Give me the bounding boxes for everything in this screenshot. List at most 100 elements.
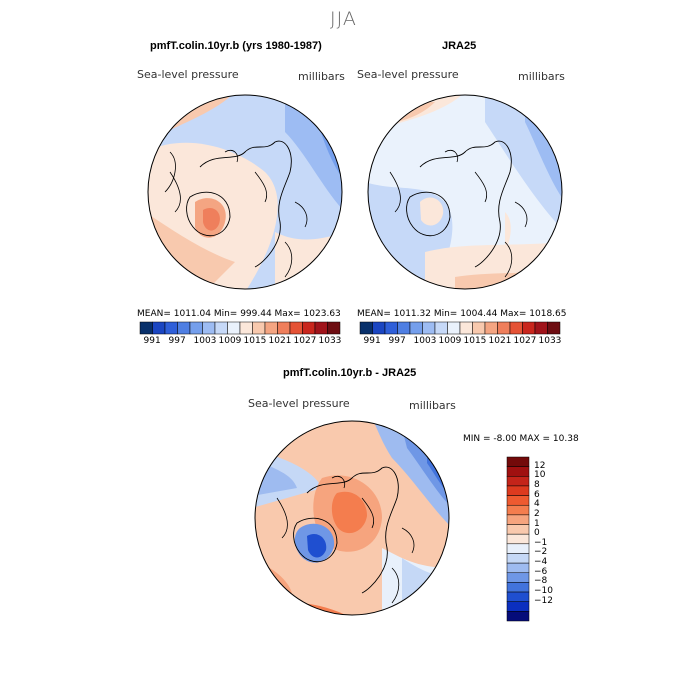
- colorbar-tick-label: 1033: [538, 336, 562, 346]
- colorbar-swatch: [302, 321, 316, 335]
- colorbar-swatch: [506, 553, 530, 564]
- panel-3-variable-label: Sea-level pressure: [248, 397, 350, 410]
- colorbar-tick-label: −4: [534, 557, 548, 568]
- colorbar-tick-label: 1003: [413, 336, 437, 346]
- colorbar-swatch: [484, 321, 498, 335]
- colorbar-swatch: [177, 321, 191, 335]
- colorbar-swatch: [506, 495, 530, 506]
- colorbar-tick-label: −12: [534, 595, 553, 606]
- colorbar-swatch: [139, 321, 153, 335]
- panel-1-polar-map: [147, 94, 343, 290]
- colorbar-swatch: [506, 456, 530, 467]
- colorbar-swatch: [384, 321, 398, 335]
- panel-2-colorbar-ticks: 991 997 1003 1009 1015 1021 1027 1033: [360, 336, 562, 348]
- colorbar-swatch: [252, 321, 266, 335]
- colorbar-swatch: [506, 466, 530, 477]
- colorbar-swatch: [547, 321, 561, 335]
- colorbar-tick-label: −6: [534, 566, 548, 577]
- colorbar-swatch: [506, 601, 530, 612]
- colorbar-swatch: [506, 485, 530, 496]
- colorbar-tick-label: 2: [534, 508, 540, 519]
- colorbar-tick-label: 10: [534, 470, 546, 481]
- panel-1-colorbar: [139, 321, 341, 335]
- colorbar-tick-label: −1: [534, 537, 548, 548]
- colorbar-swatch: [359, 321, 373, 335]
- colorbar-swatch: [372, 321, 386, 335]
- panel-2-title: JRA25: [442, 40, 477, 52]
- colorbar-swatch: [409, 321, 423, 335]
- colorbar-tick-label: 997: [388, 336, 406, 346]
- panel-1-stats: MEAN= 1011.04 Min= 999.44 Max= 1023.63: [137, 309, 341, 319]
- panel-1-title: pmfT.colin.10yr.b (yrs 1980-1987): [150, 40, 322, 52]
- colorbar-tick-label: 6: [534, 489, 540, 500]
- panel-2-colorbar: [359, 321, 561, 335]
- colorbar-swatch: [397, 321, 411, 335]
- colorbar-tick-label: 1003: [193, 336, 217, 346]
- colorbar-tick-label: 8: [534, 479, 540, 490]
- colorbar-swatch: [506, 562, 530, 574]
- colorbar-swatch: [506, 476, 530, 487]
- panel-3-colorbar: [506, 456, 530, 622]
- colorbar-swatch: [506, 514, 530, 525]
- colorbar-swatch: [239, 321, 253, 335]
- colorbar-tick-label: 1009: [438, 336, 462, 346]
- colorbar-swatch: [459, 321, 473, 335]
- panel-1-colorbar-ticks: 991 997 1003 1009 1015 1021 1027 1033: [140, 336, 342, 348]
- colorbar-swatch: [506, 591, 530, 602]
- colorbar-swatch: [152, 321, 166, 335]
- colorbar-swatch: [214, 321, 228, 335]
- colorbar-swatch: [227, 321, 241, 335]
- colorbar-tick-label: 1015: [243, 336, 267, 346]
- panel-2-polar-map: [367, 94, 563, 290]
- colorbar-tick-label: 991: [363, 336, 381, 346]
- panel-1-variable-label: Sea-level pressure: [137, 68, 239, 81]
- colorbar-tick-label: −10: [534, 586, 553, 597]
- colorbar-tick-label: 991: [143, 336, 161, 346]
- colorbar-tick-label: 1015: [463, 336, 487, 346]
- colorbar-swatch: [522, 321, 536, 335]
- colorbar-swatch: [534, 321, 548, 335]
- colorbar-tick-label: 12: [534, 460, 546, 471]
- panel-3-title: pmfT.colin.10yr.b - JRA25: [283, 367, 417, 379]
- colorbar-swatch: [202, 321, 216, 335]
- panel-2-variable-label: Sea-level pressure: [357, 68, 459, 81]
- colorbar-swatch: [189, 321, 203, 335]
- colorbar-swatch: [472, 321, 486, 335]
- colorbar-swatch: [497, 321, 511, 335]
- colorbar-swatch: [264, 321, 278, 335]
- colorbar-swatch: [422, 321, 436, 335]
- panel-3-polar-map: [254, 420, 450, 616]
- colorbar-swatch: [434, 321, 448, 335]
- colorbar-swatch: [447, 321, 461, 335]
- colorbar-tick-label: 1021: [488, 336, 512, 346]
- colorbar-swatch: [506, 611, 530, 622]
- panel-1-units-label: millibars: [298, 70, 345, 83]
- colorbar-swatch: [509, 321, 523, 335]
- colorbar-swatch: [506, 524, 530, 535]
- colorbar-tick-label: 0: [534, 528, 540, 539]
- panel-2-units-label: millibars: [518, 70, 565, 83]
- colorbar-swatch: [314, 321, 328, 335]
- colorbar-tick-label: −8: [534, 576, 548, 587]
- colorbar-swatch: [506, 543, 530, 554]
- panel-2-stats: MEAN= 1011.32 Min= 1004.44 Max= 1018.65: [357, 309, 567, 319]
- colorbar-tick-label: 1027: [513, 336, 537, 346]
- colorbar-swatch: [327, 321, 341, 335]
- colorbar-tick-label: 997: [168, 336, 186, 346]
- colorbar-tick-label: 1: [534, 518, 540, 529]
- colorbar-swatch: [506, 533, 530, 545]
- colorbar-tick-label: 1027: [293, 336, 317, 346]
- page-title: JJA: [330, 8, 357, 30]
- colorbar-tick-label: −2: [534, 547, 548, 558]
- colorbar-tick-label: 1033: [318, 336, 342, 346]
- colorbar-tick-label: 1009: [218, 336, 242, 346]
- panel-3-colorbar-ticks: 12 10 8 6 4 2 1 0 −1 −2 −4 −6 −8 −10 −12: [534, 457, 574, 621]
- colorbar-swatch: [506, 582, 530, 593]
- colorbar-swatch: [289, 321, 303, 335]
- panel-3-stats: MIN = -8.00 MAX = 10.38: [463, 434, 579, 444]
- colorbar-swatch: [506, 572, 530, 583]
- panel-3-units-label: millibars: [409, 399, 456, 412]
- colorbar-swatch: [277, 321, 291, 335]
- colorbar-tick-label: 1021: [268, 336, 292, 346]
- colorbar-swatch: [164, 321, 178, 335]
